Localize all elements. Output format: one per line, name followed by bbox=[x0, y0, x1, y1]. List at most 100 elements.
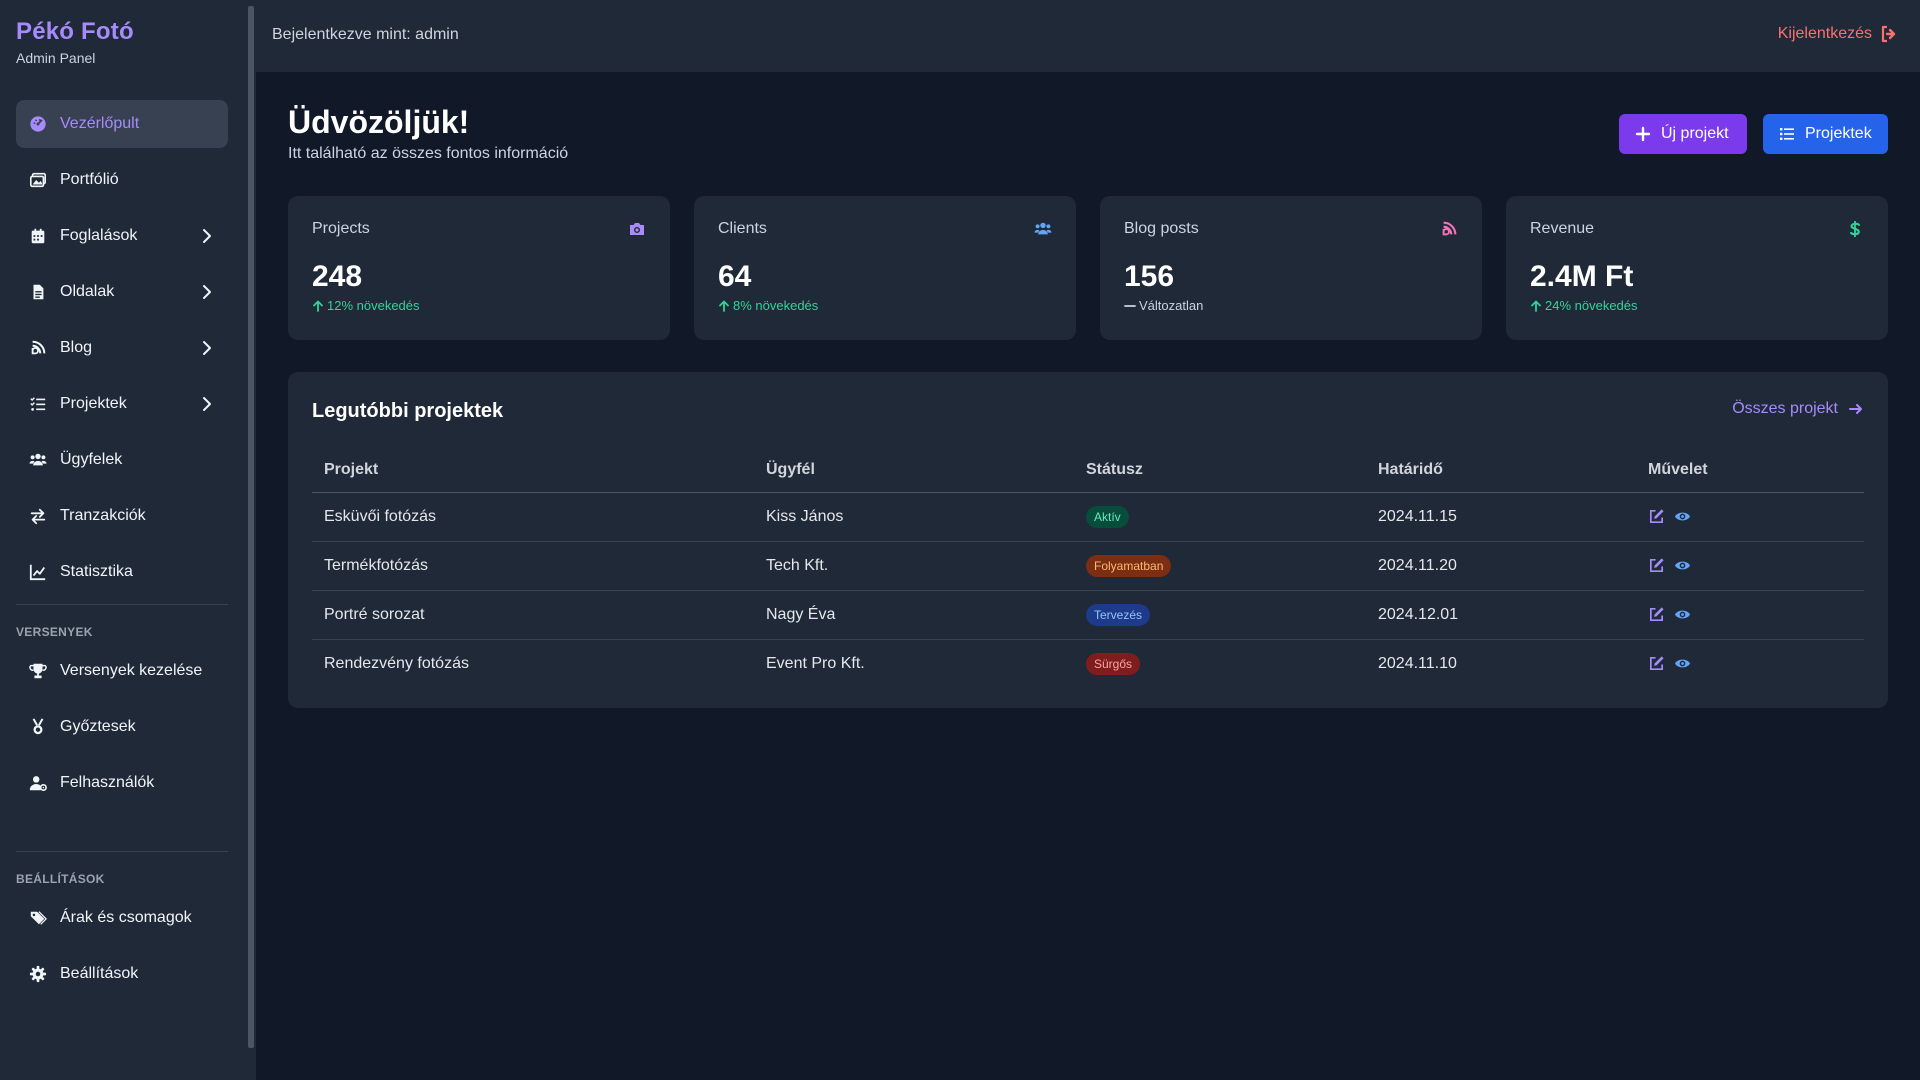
page-title: Üdvözöljük! bbox=[288, 104, 470, 140]
sidebar-item-beallitasok[interactable]: Beállítások bbox=[16, 950, 228, 998]
sidebar-item-label: Tranzakciók bbox=[60, 507, 146, 524]
column-header-ugyfel[interactable]: Ügyfél bbox=[754, 448, 1074, 493]
dashboard-icon bbox=[28, 114, 48, 134]
eye-icon[interactable] bbox=[1674, 655, 1691, 672]
stat-card-blog-posts: Blog posts 156 Változatlan bbox=[1100, 196, 1482, 340]
stat-delta: 24% növekedés bbox=[1530, 298, 1864, 313]
sidebar-item-projektek[interactable]: Projektek bbox=[16, 380, 228, 428]
sidebar-item-felhasznalok[interactable]: Felhasználók bbox=[16, 759, 228, 807]
table-row: Rendezvény fotózás Event Pro Kft. Sürgős… bbox=[312, 639, 1864, 688]
sidebar-scrollbar[interactable] bbox=[246, 0, 256, 1080]
edit-icon[interactable] bbox=[1648, 508, 1665, 525]
stat-value: 248 bbox=[312, 260, 363, 293]
minus-icon bbox=[1124, 304, 1136, 307]
medal-icon bbox=[28, 717, 48, 737]
recent-projects-title: Legutóbbi projektek bbox=[312, 400, 504, 422]
cell-deadline: 2024.12.01 bbox=[1366, 590, 1636, 640]
sidebar-item-foglalasok[interactable]: Foglalások bbox=[16, 212, 228, 260]
edit-icon[interactable] bbox=[1648, 557, 1665, 574]
chevron-right-icon[interactable] bbox=[198, 395, 216, 413]
sidebar-item-label: Árak és csomagok bbox=[60, 909, 192, 926]
topbar: Bejelentkezve mint: admin Kijelentkezés bbox=[256, 0, 1920, 72]
list-icon bbox=[1780, 128, 1794, 140]
arrow-up-icon bbox=[313, 300, 323, 312]
sidebar-item-tranzakciok[interactable]: Tranzakciók bbox=[16, 492, 228, 540]
cell-project: Rendezvény fotózás bbox=[324, 654, 469, 672]
gear-icon bbox=[28, 964, 48, 984]
projects-button[interactable]: Projektek bbox=[1763, 114, 1888, 154]
sign-out-icon bbox=[1881, 25, 1896, 43]
column-header-muvelet: Művelet bbox=[1636, 448, 1864, 493]
stat-delta: 12% növekedés bbox=[312, 298, 646, 313]
recent-projects-panel: Legutóbbi projektek Összes projekt Proje… bbox=[288, 372, 1888, 708]
sidebar-item-oldalak[interactable]: Oldalak bbox=[16, 268, 228, 316]
cell-deadline: 2024.11.10 bbox=[1378, 654, 1457, 672]
sidebar-item-label: Oldalak bbox=[60, 283, 115, 300]
sidebar-item-label: Portfólió bbox=[60, 171, 119, 188]
brand-name[interactable]: Pékó Fotó bbox=[16, 18, 134, 45]
stat-delta: 8% növekedés bbox=[718, 298, 1052, 313]
all-projects-label: Összes projekt bbox=[1732, 400, 1838, 417]
user-cog-icon bbox=[28, 773, 48, 793]
sidebar-item-arak-es-csomagok[interactable]: Árak és csomagok bbox=[16, 894, 228, 942]
tags-icon bbox=[28, 908, 48, 928]
calendar-icon bbox=[28, 226, 48, 246]
table-row: Portré sorozat Nagy Éva Tervezés 2024.12… bbox=[312, 590, 1864, 640]
sidebar-item-label: Foglalások bbox=[60, 227, 138, 244]
status-badge: Tervezés bbox=[1086, 603, 1151, 626]
sidebar-item-label: Felhasználók bbox=[60, 774, 155, 791]
stat-value: 2.4M Ft bbox=[1530, 260, 1634, 293]
arrow-up-icon bbox=[719, 300, 729, 312]
edit-icon[interactable] bbox=[1648, 655, 1665, 672]
users-icon bbox=[28, 450, 48, 470]
column-header-statusz[interactable]: Státusz bbox=[1074, 448, 1366, 493]
column-header-hatarido[interactable]: Határidő bbox=[1366, 448, 1636, 493]
cell-status: Sürgős bbox=[1074, 639, 1366, 688]
logout-link[interactable]: Kijelentkezés bbox=[1778, 25, 1898, 43]
page-header: Üdvözöljük! Itt található az összes font… bbox=[288, 104, 568, 163]
sidebar-item-blog[interactable]: Blog bbox=[16, 324, 228, 372]
chevron-right-icon[interactable] bbox=[198, 339, 216, 357]
chevron-right-icon[interactable] bbox=[198, 283, 216, 301]
page-subtitle: Itt található az összes fontos informáci… bbox=[288, 145, 569, 162]
status-badge: Aktív bbox=[1086, 505, 1129, 528]
stat-delta: Változatlan bbox=[1124, 298, 1458, 313]
sidebar-item-statisztika[interactable]: Statisztika bbox=[16, 548, 228, 596]
status-badge: Sürgős bbox=[1086, 652, 1141, 675]
sidebar-item-versenyek-kezelese[interactable]: Versenyek kezelése bbox=[16, 647, 228, 695]
section-heading-versenyek: VERSENYEK bbox=[16, 604, 228, 639]
new-project-label: Új projekt bbox=[1661, 125, 1729, 142]
eye-icon[interactable] bbox=[1674, 557, 1691, 574]
stat-label: Blog posts bbox=[1124, 220, 1199, 237]
table-row: Esküvői fotózás Kiss János Aktív 2024.11… bbox=[312, 492, 1864, 542]
images-icon bbox=[28, 170, 48, 190]
cell-deadline: 2024.11.20 bbox=[1366, 541, 1636, 591]
new-project-button[interactable]: Új projekt bbox=[1619, 114, 1747, 154]
brand-subtitle: Admin Panel bbox=[16, 50, 96, 66]
blog-icon bbox=[1440, 220, 1458, 238]
stats-row: Projects 248 12% növekedés Clients 64 8%… bbox=[288, 196, 1888, 340]
sidebar-item-label: Blog bbox=[60, 339, 93, 356]
cell-client: Tech Kft. bbox=[754, 541, 1074, 591]
scrollbar-thumb[interactable] bbox=[248, 6, 254, 1048]
eye-icon[interactable] bbox=[1674, 606, 1691, 623]
status-badge: Folyamatban bbox=[1086, 554, 1172, 577]
stat-value: 64 bbox=[718, 260, 752, 293]
stat-delta-text: 12% növekedés bbox=[327, 298, 420, 313]
sidebar-item-vezerlopult[interactable]: Vezérlőpult bbox=[16, 100, 228, 148]
sidebar-item-portfolio[interactable]: Portfólió bbox=[16, 156, 228, 204]
stat-delta-text: Változatlan bbox=[1139, 298, 1204, 313]
column-header-projekt[interactable]: Projekt bbox=[312, 448, 754, 493]
edit-icon[interactable] bbox=[1648, 606, 1665, 623]
chevron-right-icon[interactable] bbox=[198, 227, 216, 245]
all-projects-link[interactable]: Összes projekt bbox=[1732, 400, 1864, 418]
sidebar-item-ugyfelek[interactable]: Ügyfelek bbox=[16, 436, 228, 484]
sidebar-item-gyoztesek[interactable]: Győztesek bbox=[16, 703, 228, 751]
dollar-icon bbox=[1846, 220, 1864, 238]
sidebar: Pékó Fotó Admin Panel Vezérlőpult Portfó… bbox=[0, 0, 246, 1080]
logout-label: Kijelentkezés bbox=[1777, 25, 1872, 42]
eye-icon[interactable] bbox=[1674, 508, 1691, 525]
section-heading-beallitasok: BEÁLLÍTÁSOK bbox=[16, 851, 228, 886]
stat-label: Projects bbox=[312, 220, 370, 237]
exchange-icon bbox=[28, 506, 48, 526]
